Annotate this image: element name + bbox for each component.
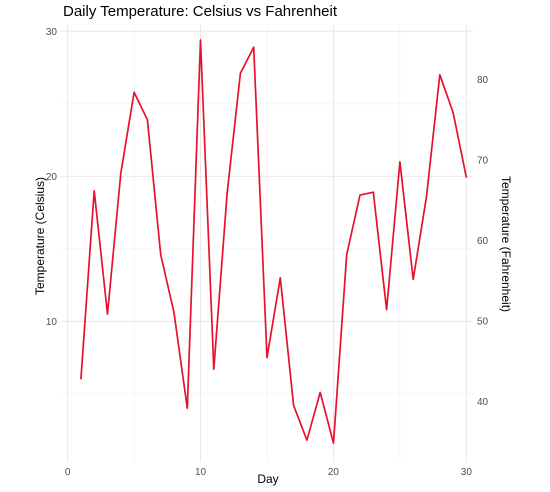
y2-tick-label: 70 [477,156,489,167]
y-axis-label: Temperature (Celsius) [33,177,47,295]
y2-tick-label: 50 [477,317,489,328]
y2-axis-label: Temperature (Fahrenheit) [499,176,513,312]
y2-tick-label: 40 [477,397,489,408]
y2-tick-label: 80 [477,75,489,86]
y-tick-label: 20 [46,172,58,183]
x-tick-label: 20 [328,467,340,478]
y-tick-label: 10 [46,317,58,328]
grid [61,24,473,462]
chart-title: Daily Temperature: Celsius vs Fahrenheit [63,3,338,20]
y-tick-label: 30 [46,27,58,38]
x-axis-label: Day [257,472,278,486]
x-tick-label: 10 [195,467,207,478]
temperature-line [80,39,468,444]
x-tick-label: 0 [65,467,71,478]
tick-labels: 0 10 20 30 10 20 30 40 50 60 70 80 [46,27,489,478]
y2-tick-label: 60 [477,236,489,247]
series-layer [80,39,468,444]
x-tick-label: 30 [461,467,473,478]
